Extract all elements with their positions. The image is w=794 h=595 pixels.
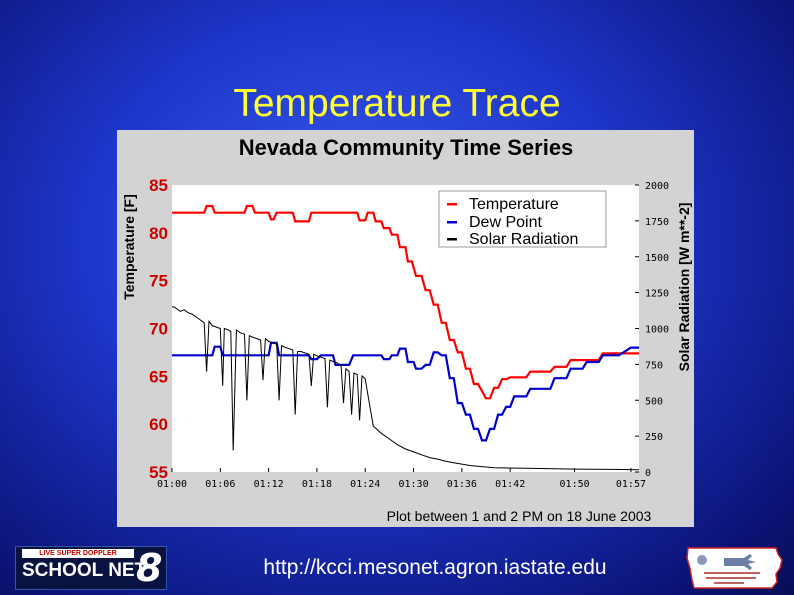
legend: Temperature Dew Point Solar Radiation: [438, 190, 607, 248]
x-tick-label: 01:12: [254, 479, 284, 490]
y-left-tick-label: 60: [149, 415, 168, 434]
y-right-tick-label: 1750: [645, 217, 669, 228]
y-right-tick-label: 750: [645, 360, 663, 371]
legend-swatch-solar: [447, 238, 457, 241]
legend-label-dew-point: Dew Point: [469, 214, 542, 231]
chart-panel: Nevada Community Time Series Plot betwee…: [117, 130, 694, 527]
legend-swatch-temperature: [447, 203, 457, 206]
x-tick-label: 01:18: [302, 479, 332, 490]
chart-caption: Plot between 1 and 2 PM on 18 June 2003: [387, 508, 652, 524]
y-right-tick-label: 500: [645, 396, 663, 407]
logo-text-lines-3: [714, 582, 744, 584]
sun-icon: [697, 555, 707, 565]
logo-main-text: SCHOOL NET: [22, 560, 147, 581]
x-tick-label: 01:24: [350, 479, 380, 490]
x-tick-label: 01:30: [398, 479, 428, 490]
time-series-chart: Nevada Community Time Series Plot betwee…: [121, 135, 692, 524]
chart-title: Nevada Community Time Series: [239, 135, 574, 160]
y-left-tick-label: 80: [149, 224, 168, 243]
solar-radiation-line: [172, 306, 640, 471]
y-right-tick-label: 1000: [645, 325, 669, 336]
airplane-icon: [724, 554, 756, 570]
legend-label-solar: Solar Radiation: [469, 231, 578, 248]
logo-text-lines: [704, 572, 760, 574]
y-right-label: Solar Radiation [W m**-2]: [676, 203, 692, 372]
y-left-tick-label: 70: [149, 320, 168, 339]
logo-number: 8: [136, 546, 163, 590]
temperature-line: [172, 204, 639, 400]
y-left-label: Temperature [F]: [121, 194, 137, 300]
y-right-tick-label: 0: [645, 468, 651, 479]
iowa-mesonet-logo: [686, 547, 783, 589]
y-right-tick-label: 250: [645, 432, 663, 443]
source-url: http://kcci.mesonet.agron.iastate.edu: [263, 556, 607, 579]
school-net-8-logo: LIVE SUPER DOPPLER SCHOOL NET 8: [15, 546, 167, 590]
logo-top-text: LIVE SUPER DOPPLER: [22, 549, 134, 558]
dew-point-line: [172, 341, 639, 442]
x-tick-label: 01:50: [560, 479, 590, 490]
y-left-tick-label: 65: [149, 367, 168, 386]
y-right-tick-label: 2000: [645, 181, 669, 192]
x-tick-label: 01:42: [495, 479, 525, 490]
x-tick-label: 01:36: [447, 479, 477, 490]
x-tick-label: 01:57: [616, 479, 646, 490]
x-tick-label: 01:00: [157, 479, 187, 490]
y-right-tick-label: 1500: [645, 253, 669, 264]
y-right-tick-label: 1250: [645, 289, 669, 300]
legend-label-temperature: Temperature: [469, 196, 559, 213]
logo-text-lines-2: [706, 577, 756, 579]
legend-swatch-dew-point: [447, 221, 457, 224]
x-tick-label: 01:06: [205, 479, 235, 490]
y-left-tick-label: 75: [149, 272, 168, 291]
slide-title: Temperature Trace: [233, 82, 561, 125]
y-left-tick-label: 55: [149, 463, 168, 482]
y-left-tick-label: 85: [149, 176, 168, 195]
